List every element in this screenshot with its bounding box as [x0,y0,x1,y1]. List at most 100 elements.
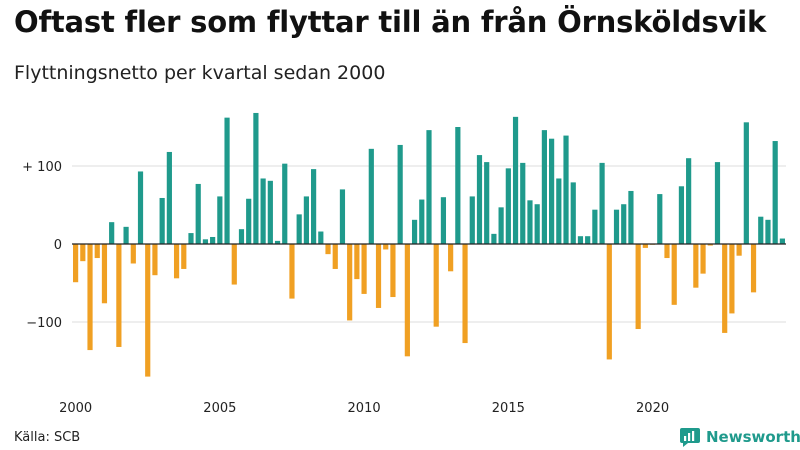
bar [238,229,245,244]
bar [311,169,317,244]
bar [383,244,389,250]
y-tick-label: 0 [54,238,62,253]
bar [231,244,237,285]
bar [123,226,129,244]
bar [368,148,374,244]
brand-name: Newsworthy [706,428,800,446]
bar [491,233,497,244]
bar [714,162,721,244]
bar [296,214,302,244]
y-tick-label: −100 [26,316,62,331]
bar [750,244,757,293]
bar [505,168,511,244]
bar [613,209,620,244]
bar [94,244,100,259]
bar [527,200,533,244]
bar [448,244,454,272]
bar [758,216,764,244]
chart-subtitle: Flyttningsnetto per kvartal sedan 2000 [14,62,386,84]
bar [404,244,410,357]
bar [375,244,382,308]
bar [729,244,735,314]
bar [664,244,670,259]
bar [253,112,259,245]
bar [332,244,338,269]
bar [137,171,144,244]
bar [599,162,605,244]
bar [635,244,641,330]
bar [736,244,742,256]
bar [577,236,584,244]
bar [570,182,576,244]
bar [693,244,699,288]
bar [260,178,266,244]
bar [426,130,432,244]
x-tick-label: 2010 [348,401,381,416]
x-tick-label: 2000 [59,401,92,416]
bar [419,199,425,244]
bar [606,244,612,360]
bar [325,244,331,255]
bar [390,244,396,298]
bar [686,158,692,244]
bar [166,151,172,244]
bar [779,238,785,244]
bar [130,244,136,264]
bar [484,162,490,244]
bar [534,204,540,244]
bar [621,204,627,244]
bar [585,236,591,244]
bar [202,239,209,244]
bar [347,244,353,321]
bar [87,244,93,351]
x-tick-label: 2005 [203,401,236,416]
bar [642,244,648,248]
bar [195,183,201,244]
bar [109,222,115,244]
bar [116,244,122,347]
x-tick-label: 2015 [492,401,525,416]
bar [512,116,519,244]
bar [224,117,230,244]
bar [657,194,663,244]
bar [556,178,562,244]
bar [772,141,778,244]
brand-logo: Newsworthy [679,427,800,447]
bar [498,207,504,244]
bar [700,244,706,274]
bar [73,244,79,283]
bar [282,163,288,244]
bar [722,244,728,333]
bar [397,144,403,244]
bar [318,231,324,244]
bar [520,162,526,244]
bar [267,180,273,244]
bar [462,244,468,344]
bar [765,219,771,244]
bar [455,127,461,244]
newsworthy-logo-icon [680,428,700,447]
bar [80,244,86,262]
bar [541,130,547,244]
bar [173,244,180,279]
chart-title: Oftast fler som flyttar till än från Örn… [14,5,767,39]
bar [469,196,475,244]
bar [303,196,309,244]
bar [476,155,483,244]
bar [101,244,108,304]
bar [181,244,187,269]
bar [159,197,165,244]
bar [592,209,598,244]
bar [628,190,634,244]
bar [671,244,677,305]
bar [563,135,569,244]
bar [433,244,439,327]
y-tick-label: + 100 [22,160,62,175]
bar [152,244,158,276]
bar [678,186,685,244]
bar [217,196,223,244]
bar [411,219,418,244]
bar [246,198,252,244]
bar [274,240,281,244]
